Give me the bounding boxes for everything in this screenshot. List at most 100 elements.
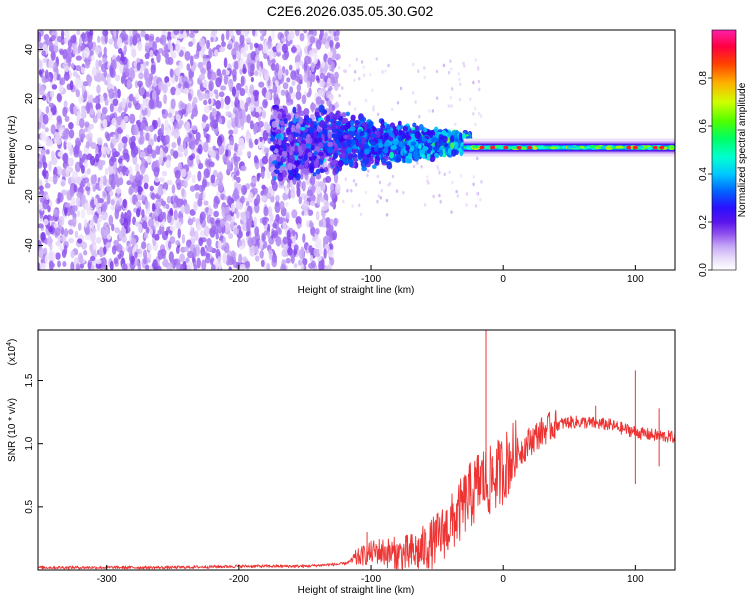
spectrogram-cell [457, 71, 461, 76]
spectrogram-cell [215, 77, 222, 88]
spectrogram-cell [253, 42, 259, 49]
spectrogram-cell [331, 159, 338, 165]
spectrogram-cell [236, 170, 240, 177]
spectrogram-cell [88, 94, 94, 105]
spectrogram-cell [146, 144, 153, 155]
spectrogram-cell [203, 141, 209, 153]
spectrogram-cell [86, 168, 91, 175]
spectrogram-cell [324, 40, 330, 50]
spectrogram-cell [140, 87, 146, 95]
spectrogram-cell [478, 111, 481, 116]
spectrogram-cell [171, 141, 177, 149]
spectrogram-cell [282, 53, 289, 61]
spectrogram-cell [109, 260, 114, 270]
spectrogram-cell [228, 266, 232, 270]
spectrogram-cell [48, 199, 53, 207]
spectrogram-cell [165, 159, 172, 169]
y-tick-label: 40 [24, 44, 35, 56]
spectrogram-cell [92, 115, 98, 124]
spectrogram-cell [310, 101, 315, 113]
spectrogram-cell [345, 111, 351, 117]
spectrogram-cell [47, 176, 54, 183]
spectrogram-cell [157, 117, 161, 128]
spectrogram-cell [123, 217, 129, 230]
spectrogram-cell [146, 91, 150, 98]
spectrogram-cell [281, 169, 287, 178]
spectrogram-cell [293, 263, 298, 269]
spectrogram-cell [160, 34, 167, 46]
spectrogram-cell [100, 145, 105, 154]
spectrogram-cell [209, 217, 215, 225]
spectrogram-cell [74, 77, 81, 89]
spectrogram-cell [189, 140, 196, 150]
spectrogram-cell [215, 99, 222, 110]
spectrogram-cell [334, 114, 341, 119]
spectrogram-cell [112, 138, 117, 146]
spectrogram-cell [78, 150, 83, 161]
y-tick-label: 1.5 [24, 373, 35, 387]
spectrogram-cell [287, 34, 291, 42]
colorbar-label: Normalized spectral amplitude [737, 82, 748, 217]
spectrogram-cell [286, 92, 291, 103]
spectrogram-cell [38, 108, 42, 117]
colorbar-tick-label: 0.8 [698, 71, 709, 85]
spectrogram-cell [230, 202, 236, 213]
spectrogram-cell [148, 265, 153, 270]
spectrogram-cell [91, 227, 97, 234]
spectrogram-cell [341, 112, 347, 118]
spectrogram-cell [435, 96, 439, 100]
carrier-peak [626, 145, 632, 150]
colorbar-tick-label: 0.2 [698, 215, 709, 229]
spectrogram-cell [222, 236, 227, 247]
spectrogram-cell [65, 55, 71, 64]
spectrogram-cell [290, 124, 296, 131]
spectrogram-cell [317, 137, 323, 142]
spectrogram-cell [256, 193, 261, 205]
spectrogram-cell [80, 209, 86, 219]
spectrogram-cell [206, 245, 213, 253]
spectrogram-cell [79, 117, 85, 129]
spectrogram-cell [224, 206, 230, 214]
spectrogram-cell [287, 247, 293, 256]
spectrogram-cell [217, 256, 221, 265]
spectrogram-cell [70, 196, 76, 207]
spectrogram-cell [113, 30, 117, 37]
spectrogram-cell [79, 255, 84, 264]
spectrogram-cell [87, 262, 92, 270]
spectrogram-cell [426, 179, 429, 183]
spectrogram-cell [383, 147, 389, 154]
snr-y-multiplier: (x104) [6, 339, 18, 366]
spectrogram-cell [140, 122, 146, 130]
spectrogram-cell [376, 199, 379, 204]
spectrogram-cell [175, 240, 181, 246]
spectrogram-cell [353, 69, 357, 74]
spectrogram-cell [51, 150, 55, 160]
spectrogram-cell [320, 258, 325, 270]
spectrogram-cell [71, 216, 77, 227]
spectrogram-cell [299, 79, 303, 85]
spectrogram-cell [292, 106, 297, 114]
spectrogram-cell [223, 74, 229, 85]
spectrogram-cell [102, 57, 108, 64]
spectrogram-cell [174, 169, 181, 179]
spectrogram-cell [102, 30, 109, 37]
spectrogram-cell [270, 172, 276, 177]
spectrogram-cell [193, 264, 198, 270]
spectrogram-cell [181, 233, 186, 244]
spectrogram-cell [455, 189, 458, 194]
spectrogram-cell [38, 262, 41, 270]
spectrogram-cell [413, 151, 419, 159]
spectrogram-cell [195, 154, 200, 166]
spectrogram-cell [204, 256, 211, 264]
spectrogram-cell [38, 185, 44, 191]
spectrogram-cell [442, 135, 448, 144]
spectrogram-cell [244, 84, 249, 94]
spectrogram-cell [426, 149, 431, 154]
spectrogram-cell [144, 52, 150, 60]
spectrogram-cell [142, 220, 148, 230]
spectrogram-cell [105, 241, 112, 249]
spectrogram-marks [38, 30, 675, 270]
spectrogram-cell [121, 97, 127, 109]
spectrogram-cell [423, 127, 428, 133]
spectrogram-cell [275, 129, 282, 135]
